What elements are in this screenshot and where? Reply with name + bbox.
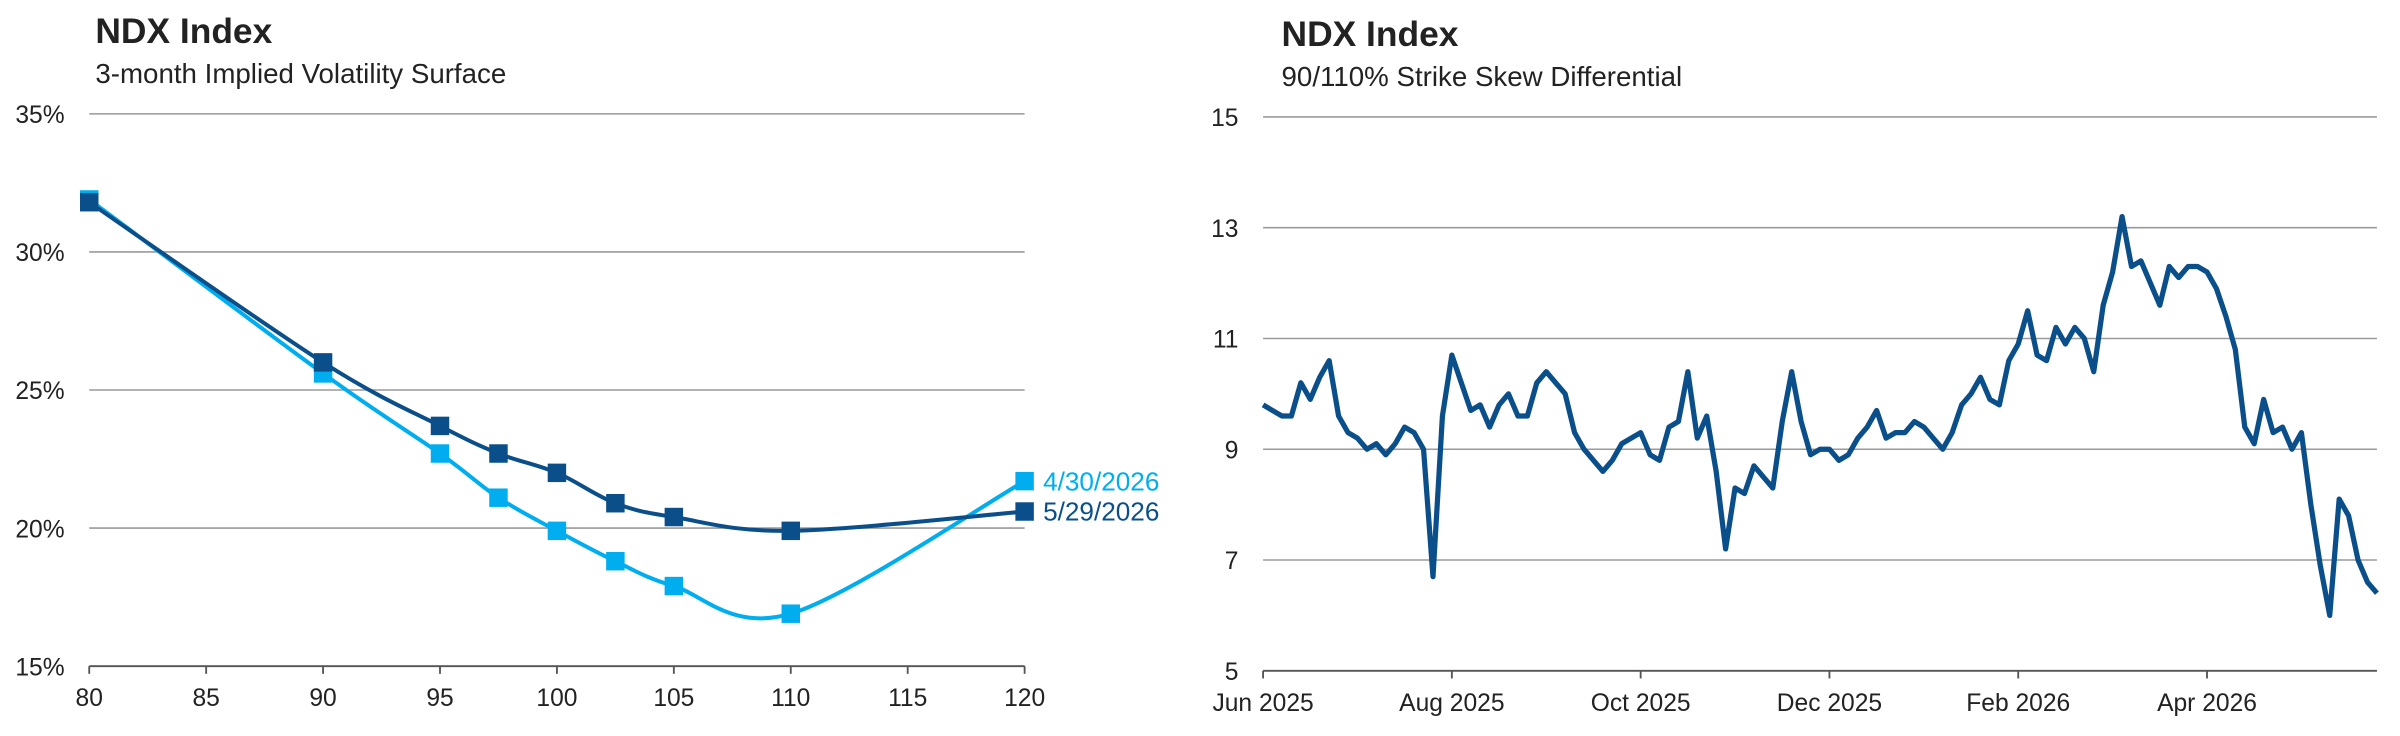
- x-tick-label: Aug 2025: [1399, 690, 1504, 717]
- x-tick-label: 110: [771, 685, 810, 712]
- x-tick-label: 85: [192, 685, 219, 712]
- x-tick-label: Dec 2025: [1777, 690, 1882, 717]
- chart-subtitle: 90/110% Strike Skew Differential: [1282, 61, 1683, 92]
- legend-label: 5/29/2026: [1043, 497, 1159, 527]
- chart-subtitle: 3-month Implied Volatility Surface: [95, 58, 506, 89]
- y-tick-label: 20%: [15, 516, 64, 543]
- marker: [489, 488, 508, 507]
- marker: [664, 507, 684, 527]
- y-tick-label: 7: [1225, 548, 1239, 575]
- marker: [80, 192, 99, 212]
- x-tick-label: 120: [1004, 685, 1045, 712]
- marker: [547, 521, 567, 541]
- x-tick-label: 115: [888, 685, 927, 712]
- marker: [430, 416, 450, 436]
- marker: [430, 444, 450, 463]
- legend-label: 4/30/2026: [1043, 466, 1159, 496]
- y-tick-label: 11: [1213, 327, 1239, 354]
- y-tick-label: 5: [1225, 659, 1239, 686]
- y-tick-label: 35%: [15, 102, 64, 129]
- chart-title: NDX Index: [95, 12, 272, 51]
- x-tick-label: 80: [76, 685, 103, 712]
- marker: [489, 444, 508, 463]
- marker: [547, 463, 567, 483]
- x-tick-label: Apr 2026: [2157, 690, 2257, 717]
- x-tick-label: 105: [653, 685, 694, 712]
- marker: [664, 576, 684, 596]
- marker: [1015, 471, 1034, 491]
- x-tick-label: 90: [309, 685, 336, 712]
- y-tick-label: 25%: [15, 378, 64, 405]
- marker: [1015, 502, 1034, 521]
- y-tick-label: 9: [1225, 437, 1239, 464]
- marker: [606, 551, 625, 571]
- y-tick-label: 15: [1211, 105, 1238, 132]
- marker: [781, 604, 800, 623]
- marker: [313, 353, 333, 372]
- series-line: [88, 197, 1026, 621]
- x-tick-label: Feb 2026: [1966, 690, 2070, 717]
- x-tick-label: 100: [536, 685, 577, 712]
- x-tick-label: Oct 2025: [1591, 690, 1691, 717]
- x-tick-label: 95: [426, 685, 453, 712]
- chart-title: NDX Index: [1282, 15, 1459, 54]
- series-line: [1261, 214, 2379, 619]
- y-tick-label: 13: [1211, 216, 1238, 243]
- marker: [606, 493, 625, 513]
- marker: [781, 521, 800, 541]
- x-tick-label: Jun 2025: [1212, 690, 1313, 717]
- y-tick-label: 30%: [15, 240, 64, 267]
- y-tick-label: 15%: [15, 654, 64, 681]
